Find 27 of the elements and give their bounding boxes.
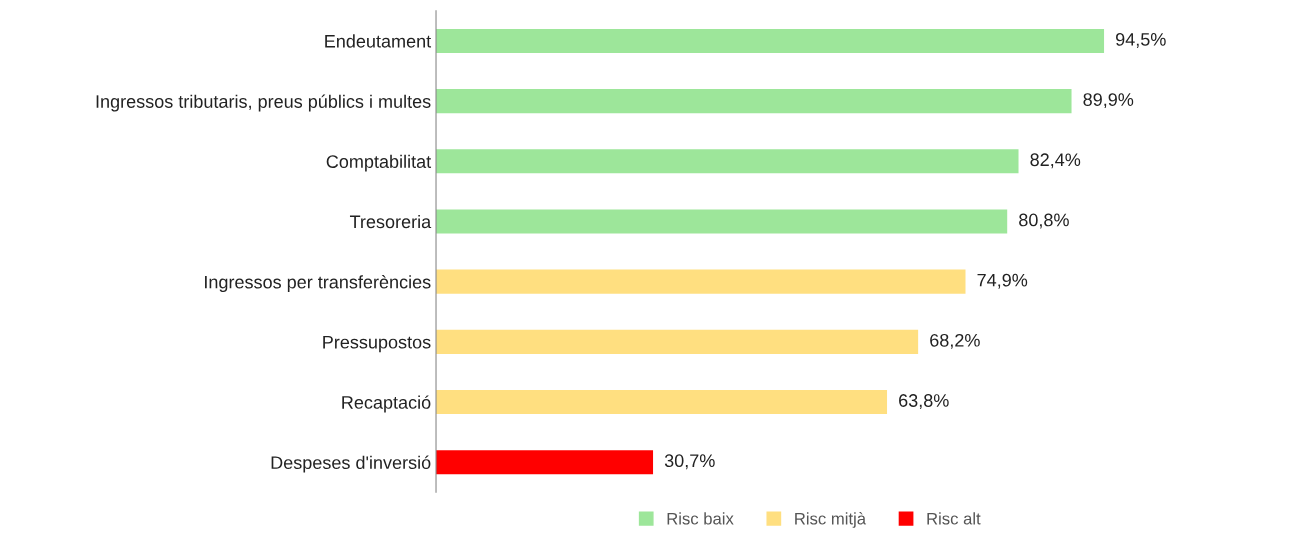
y-tick-label: Ingressos tributaris, preus públics i multes: [96, 94, 431, 112]
y-tick-label: Comptabilitat: [326, 154, 432, 172]
data-label: 94,5%: [1116, 32, 1166, 48]
data-label: 89,9%: [1083, 93, 1134, 109]
data-label: 80,8%: [1019, 213, 1069, 229]
bar: [436, 209, 1008, 234]
data-label: 74,9%: [977, 273, 1028, 289]
bar: [436, 28, 1105, 53]
legend-label: Risc alt: [927, 512, 981, 525]
y-tick-label: Recaptació: [342, 395, 431, 413]
y-tick-label: Tresoreria: [349, 214, 432, 229]
bar: [436, 89, 1072, 114]
y-tick-label: Ingressos per transferències: [205, 275, 431, 293]
data-label: 63,8%: [899, 394, 949, 410]
legend-label: Risc baix: [667, 512, 734, 525]
bar: [436, 149, 1019, 174]
data-label: 30,7%: [664, 454, 715, 470]
bar: [436, 450, 654, 475]
bar: [436, 329, 919, 354]
data-label: 82,4%: [1030, 153, 1081, 169]
legend-label: Risc mitjà: [795, 512, 867, 528]
y-tick-label: Endeutament: [325, 34, 432, 48]
bar: [436, 389, 888, 415]
y-tick-label: Pressupostos: [323, 335, 431, 353]
y-tick-label: Despeses d'inversió: [271, 455, 431, 473]
bar: [436, 269, 966, 294]
data-label: 68,2%: [930, 333, 980, 349]
